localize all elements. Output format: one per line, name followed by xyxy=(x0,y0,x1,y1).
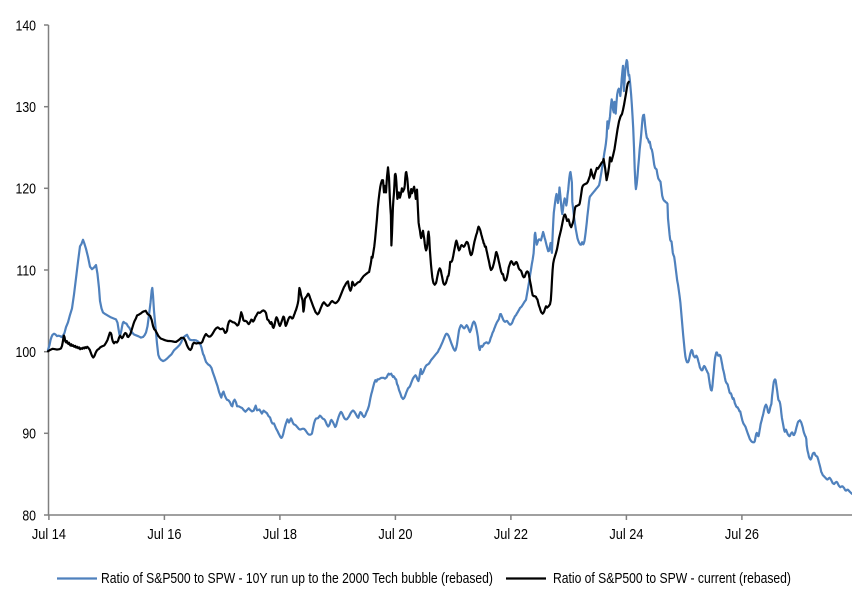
svg-text:Jul 18: Jul 18 xyxy=(263,525,297,542)
svg-text:Ratio of S&P500 to SPW - 10Y r: Ratio of S&P500 to SPW - 10Y run up to t… xyxy=(101,570,493,586)
svg-text:100: 100 xyxy=(15,344,36,360)
svg-text:Jul 20: Jul 20 xyxy=(378,525,412,542)
svg-text:80: 80 xyxy=(22,507,36,523)
svg-text:Jul 16: Jul 16 xyxy=(147,525,181,542)
svg-text:Jul 22: Jul 22 xyxy=(494,525,528,542)
svg-text:Jul 14: Jul 14 xyxy=(32,525,66,542)
svg-text:Jul 26: Jul 26 xyxy=(725,525,759,542)
svg-text:Jul 24: Jul 24 xyxy=(609,525,643,542)
svg-text:140: 140 xyxy=(15,17,36,33)
svg-text:130: 130 xyxy=(15,99,36,115)
svg-text:Ratio of S&P500 to SPW - curre: Ratio of S&P500 to SPW - current (rebase… xyxy=(553,570,791,586)
svg-text:90: 90 xyxy=(22,426,36,442)
svg-text:120: 120 xyxy=(15,181,36,197)
svg-text:110: 110 xyxy=(16,262,36,278)
